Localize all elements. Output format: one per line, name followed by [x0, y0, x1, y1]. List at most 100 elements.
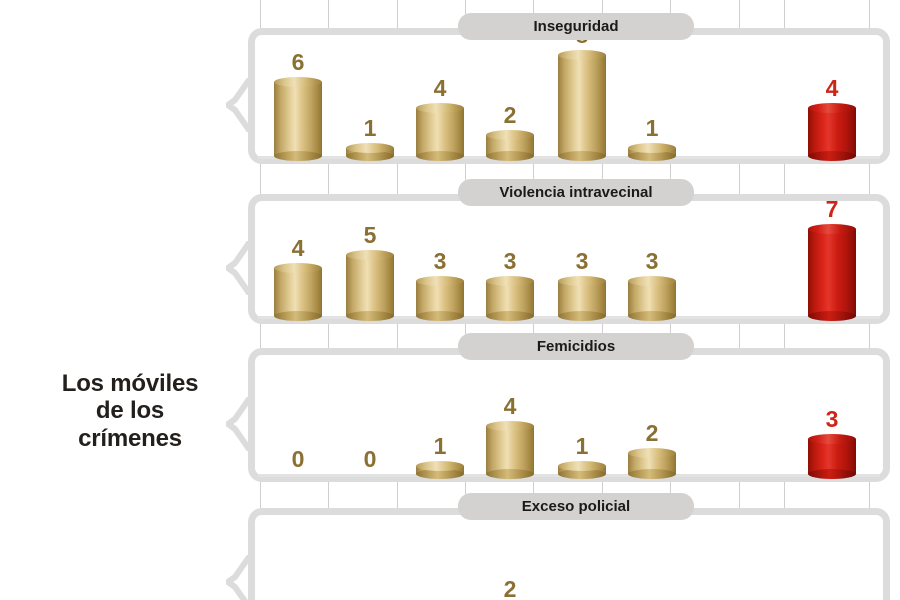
panel-title-label: Violencia intravecinal: [499, 184, 653, 201]
bar-top-ellipse: [558, 276, 606, 287]
chart-panel: Exceso policial 2: [226, 493, 890, 600]
bar-top-ellipse: [628, 447, 676, 458]
bar-value-label: 4: [503, 393, 517, 420]
bar-base-ellipse: [808, 468, 856, 479]
bar-column: [486, 276, 534, 321]
bar-base-ellipse: [486, 468, 534, 479]
panel-brace-icon: [226, 397, 250, 451]
chart-caption: Los móviles de los crímenes: [40, 370, 220, 452]
bar-body: [808, 228, 856, 316]
bar-column: [486, 421, 534, 479]
bar-base-ellipse: [628, 468, 676, 479]
bar-column: [416, 276, 464, 321]
bar-value-label: 4: [291, 235, 305, 262]
panel-brace-icon: [226, 241, 250, 295]
panel-title-pill: Violencia intravecinal: [458, 179, 694, 206]
bar-body: [486, 134, 534, 156]
panel-title-label: Inseguridad: [533, 18, 619, 35]
panel-brace-icon: [226, 555, 250, 600]
bar-value-label: 0: [363, 446, 377, 472]
bar-value-label: 4: [433, 75, 447, 102]
bar-column: [346, 142, 394, 161]
bar-column: [808, 103, 856, 161]
bar-base-ellipse: [346, 311, 394, 321]
bar-body: [808, 108, 856, 156]
bar-top-ellipse: [274, 76, 322, 87]
bar-column: [808, 434, 856, 479]
bar-top-ellipse: [628, 276, 676, 287]
bar-value-label: 4: [825, 75, 839, 102]
bar-base-ellipse: [628, 310, 676, 321]
bar-top-ellipse: [416, 276, 464, 287]
bar-body: [274, 81, 322, 156]
bar-top-ellipse: [486, 276, 534, 287]
bar-value-label: 2: [503, 575, 517, 600]
bar-top-ellipse: [274, 263, 322, 274]
bar-top-ellipse: [558, 460, 606, 471]
bar-value-label: 3: [645, 248, 659, 275]
bar-base-ellipse: [486, 150, 534, 161]
bar-base-ellipse: [808, 310, 856, 321]
bar-base-ellipse: [558, 310, 606, 321]
panel-title-label: Femicidios: [536, 338, 616, 355]
bar-column: [274, 263, 322, 321]
bar-base-ellipse: [486, 310, 534, 321]
bar-column: [558, 276, 606, 321]
bar-base-ellipse: [346, 150, 394, 161]
bar-base-ellipse: [558, 468, 606, 479]
bar-value-label: 0: [291, 446, 305, 472]
caption-line-3: crímenes: [78, 424, 182, 452]
bar-value-label: 2: [503, 101, 517, 128]
bar-value-label: 1: [363, 114, 377, 141]
bar-column: [558, 460, 606, 479]
bar-value-label: 5: [363, 222, 377, 248]
bar-base-ellipse: [274, 310, 322, 321]
bar-body: [808, 439, 856, 474]
bar-value-label: 6: [291, 48, 305, 75]
bar-top-ellipse: [346, 250, 394, 260]
bar-top-ellipse: [346, 142, 394, 153]
bar-column: [274, 76, 322, 161]
bar-column: [808, 223, 856, 321]
panel-plot-area: 0 0 1 4 1 2 3: [248, 348, 890, 482]
panel-title-pill: Femicidios: [458, 333, 694, 360]
bar-top-ellipse: [416, 103, 464, 114]
bar-body: [486, 426, 534, 474]
panel-title-pill: Exceso policial: [458, 493, 694, 520]
bar-top-ellipse: [416, 460, 464, 471]
bar-top-ellipse: [486, 421, 534, 432]
panel-brace-icon: [226, 78, 250, 132]
bar-top-ellipse: [808, 434, 856, 445]
bar-column: [558, 50, 606, 161]
bar-base-ellipse: [416, 310, 464, 321]
bar-value-label: 1: [433, 432, 447, 459]
bar-column: [416, 103, 464, 161]
bar-body: [558, 281, 606, 316]
bar-value-label: 1: [645, 114, 659, 141]
caption-line-2: de los: [95, 397, 165, 425]
bar-body: [486, 281, 534, 316]
chart-panel: Inseguridad6142814: [226, 13, 890, 164]
bar-base-ellipse: [416, 150, 464, 161]
bar-top-ellipse: [628, 142, 676, 153]
chart-panel: Violencia intravecinal 4 5 3 3 3 3 7: [226, 179, 890, 324]
bar-column: [416, 460, 464, 479]
bar-value-label: 1: [575, 432, 589, 459]
bar-top-ellipse: [558, 50, 606, 61]
bar-column: [486, 129, 534, 161]
panel-plot-area: 4 5 3 3 3 3 7: [248, 194, 890, 324]
panel-plot-area: 6142814: [248, 24, 890, 164]
panel-plot-area: 2: [248, 508, 890, 600]
bar-body: [416, 281, 464, 316]
bar-top-ellipse: [808, 223, 856, 234]
bar-value-label: 7: [825, 195, 839, 222]
bar-column: [628, 276, 676, 321]
panel-title-pill: Inseguridad: [458, 13, 694, 40]
bar-top-ellipse: [808, 103, 856, 114]
bar-column: [628, 447, 676, 479]
bar-body: [346, 255, 394, 316]
bar-body: [416, 108, 464, 156]
caption-line-1: Los móviles: [61, 370, 199, 397]
bar-column: [628, 142, 676, 161]
bar-base-ellipse: [628, 150, 676, 161]
